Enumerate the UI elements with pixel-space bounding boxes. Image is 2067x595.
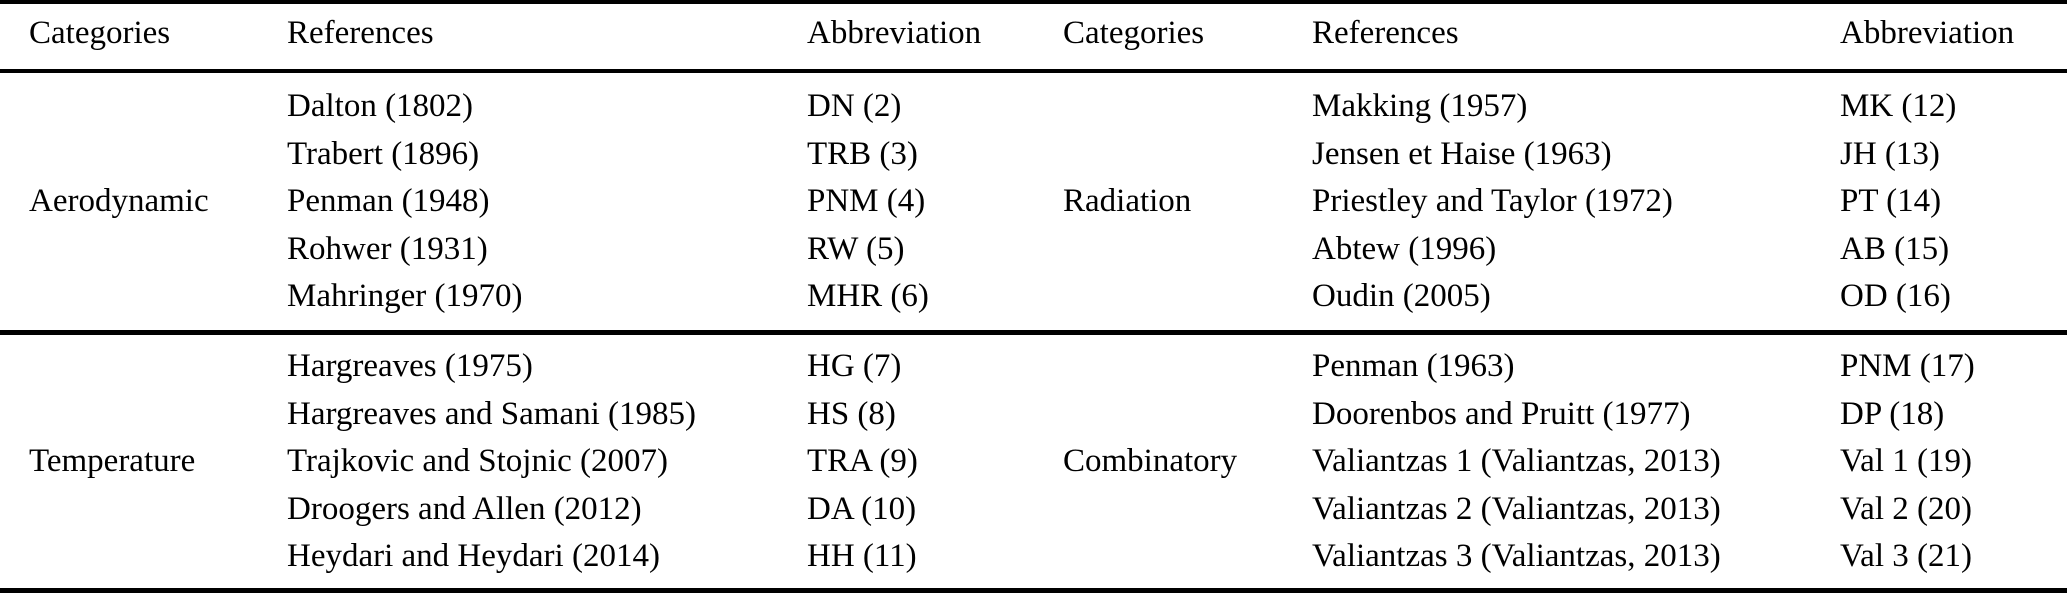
- category-label: Radiation: [1063, 183, 1192, 219]
- header-references-right: References: [1312, 15, 1459, 51]
- reference-entry: Doorenbos and Pruitt (1977): [1312, 395, 1691, 432]
- table-band-lower: Temperature Hargreaves (1975) Hargreaves…: [0, 335, 2067, 588]
- category-label: Temperature: [29, 443, 196, 479]
- header-references-left: References: [287, 15, 434, 51]
- reference-entry: Penman (1963): [1312, 348, 1515, 384]
- abbreviation-entry: PNM (17): [1840, 348, 1975, 384]
- abbreviation-entry: JH (13): [1840, 135, 1940, 172]
- abbreviation-entry: MHR (6): [807, 278, 929, 315]
- abbreviation-entry: PT (14): [1840, 183, 1942, 220]
- abbreviation-entry: OD (16): [1840, 278, 1951, 315]
- reference-entry: Valiantzas 1 (Valiantzas, 2013): [1312, 443, 1721, 480]
- category-cell-combinatory: Combinatory: [1063, 335, 1312, 588]
- abbreviation-entry: DA (10): [807, 490, 917, 527]
- top-rule: [0, 0, 2067, 4]
- category-label: Combinatory: [1063, 443, 1238, 479]
- category-cell-temperature: Temperature: [29, 335, 287, 588]
- category-cell-aerodynamic: Aerodynamic: [29, 73, 287, 330]
- abbreviation-entry: Val 1 (19): [1840, 443, 1972, 480]
- header-categories-left: Categories: [29, 15, 171, 51]
- abbreviation-entry: RW (5): [807, 230, 905, 267]
- abbreviation-entry: DN (2): [807, 88, 902, 124]
- references-cell-temperature: Hargreaves (1975) Hargreaves and Samani …: [287, 335, 807, 588]
- references-cell-aerodynamic: Dalton (1802) Trabert (1896) Penman (194…: [287, 73, 807, 330]
- abbreviation-entry: AB (15): [1840, 230, 1950, 267]
- bottom-rule: [0, 588, 2067, 593]
- reference-entry: Oudin (2005): [1312, 278, 1491, 315]
- reference-entry: Trabert (1896): [287, 135, 480, 172]
- reference-entry: Valiantzas 2 (Valiantzas, 2013): [1312, 490, 1721, 527]
- abbreviations-cell-radiation: MK (12) JH (13) PT (14) AB (15) OD (16): [1840, 73, 2067, 330]
- abbreviation-entry: PNM (4): [807, 183, 926, 220]
- category-cell-radiation: Radiation: [1063, 73, 1312, 330]
- abbreviation-entry: Val 2 (20): [1840, 490, 1972, 527]
- abbreviations-cell-temperature: HG (7) HS (8) TRA (9) DA (10) HH (11): [807, 335, 1063, 588]
- abbreviations-cell-aerodynamic: DN (2) TRB (3) PNM (4) RW (5) MHR (6): [807, 73, 1063, 330]
- references-cell-combinatory: Penman (1963) Doorenbos and Pruitt (1977…: [1312, 335, 1840, 588]
- abbreviation-entry: HH (11): [807, 538, 917, 575]
- category-label: Aerodynamic: [29, 183, 209, 219]
- reference-entry: Trajkovic and Stojnic (2007): [287, 443, 668, 480]
- reference-entry: Priestley and Taylor (1972): [1312, 183, 1673, 220]
- reference-entry: Abtew (1996): [1312, 230, 1497, 267]
- header-abbreviation-left: Abbreviation: [807, 15, 982, 51]
- reference-entry: Makking (1957): [1312, 88, 1528, 124]
- header-categories-right: Categories: [1063, 15, 1205, 51]
- reference-entry: Droogers and Allen (2012): [287, 490, 642, 527]
- reference-entry: Penman (1948): [287, 183, 490, 220]
- abbreviations-cell-combinatory: PNM (17) DP (18) Val 1 (19) Val 2 (20) V…: [1840, 335, 2067, 588]
- header-rule: [0, 69, 2067, 73]
- reference-entry: Valiantzas 3 (Valiantzas, 2013): [1312, 538, 1721, 575]
- reference-entry: Hargreaves (1975): [287, 348, 533, 384]
- mid-rule: [0, 330, 2067, 335]
- reference-entry: Hargreaves and Samani (1985): [287, 395, 697, 432]
- reference-entry: Heydari and Heydari (2014): [287, 538, 660, 575]
- abbreviation-entry: Val 3 (21): [1840, 538, 1972, 575]
- reference-entry: Dalton (1802): [287, 88, 474, 124]
- abbreviation-entry: HG (7): [807, 348, 902, 384]
- header-abbreviation-right: Abbreviation: [1840, 15, 2015, 51]
- reference-entry: Rohwer (1931): [287, 230, 488, 267]
- table-header-row: Categories References Abbreviation Categ…: [0, 4, 2067, 69]
- table-band-upper: Aerodynamic Dalton (1802) Trabert (1896)…: [0, 73, 2067, 330]
- abbreviation-entry: TRB (3): [807, 135, 918, 172]
- abbreviation-entry: HS (8): [807, 395, 896, 432]
- references-cell-radiation: Makking (1957) Jensen et Haise (1963) Pr…: [1312, 73, 1840, 330]
- abbreviation-entry: MK (12): [1840, 88, 1957, 124]
- abbreviation-entry: TRA (9): [807, 443, 918, 480]
- abbreviation-entry: DP (18): [1840, 395, 1945, 432]
- reference-entry: Jensen et Haise (1963): [1312, 135, 1612, 172]
- reference-entry: Mahringer (1970): [287, 278, 523, 315]
